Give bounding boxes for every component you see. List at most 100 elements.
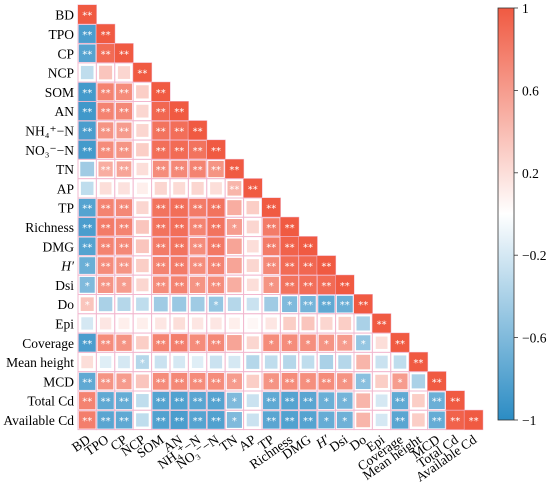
significance-mark: ** [101,262,111,273]
row-label: AP [57,181,74,196]
significance-mark: ** [82,397,92,408]
significance-mark: ** [193,377,203,388]
cell-value [301,316,315,331]
significance-mark: ** [174,242,184,253]
cell-value [427,371,446,391]
cell-value [170,140,188,159]
cell-value [152,121,170,140]
cell-value [299,391,317,410]
cell-value [190,296,205,312]
cell-value [135,239,149,254]
cell-value [246,220,259,234]
cell-value [152,373,169,390]
cell-value [355,373,371,390]
significance-mark: ** [119,146,129,157]
cell-value [99,182,112,195]
heatmap-cells: **** **** ** ****** ** ** **** ** ** ** **** ** ** **… [77,4,484,431]
cell-value [99,356,112,369]
colorbar-tick-label: 0.6 [522,83,539,98]
significance-mark: ** [101,165,111,176]
colorbar-ticks: 1 0.6 0.2 −0.2 −0.6 −1 [514,1,547,428]
cell-value [173,317,186,330]
row-label: SOM [45,85,74,100]
cell-value [136,162,149,176]
cell-value [246,374,260,388]
row-label: Dsi [55,278,74,293]
cell-value [356,316,370,331]
cell-value [189,391,206,410]
cell-value [336,411,353,429]
cell-value [171,372,188,390]
significance-mark: ** [432,397,442,408]
significance-mark: ** [395,416,405,427]
cell-value [152,237,170,256]
cell-value [207,237,225,256]
cell-value [428,411,445,429]
cell-value [412,394,425,408]
cell-value [136,278,149,292]
significance-mark: ** [469,416,479,427]
significance-mark: ** [432,377,442,388]
significance-mark: ** [82,107,92,118]
significance-mark: ** [211,416,221,427]
significance-mark: ** [211,204,221,215]
significance-mark: * [361,377,366,388]
cell-value [300,296,316,313]
cell-value [79,372,96,390]
cell-value [153,296,168,312]
significance-mark: * [287,300,292,311]
cell-value [263,257,280,274]
significance-mark: * [361,339,366,350]
significance-mark: ** [285,281,295,292]
significance-mark: ** [377,319,387,330]
significance-mark: ** [82,377,92,388]
significance-mark: * [342,397,347,408]
significance-mark: ** [174,146,184,157]
cell-value [97,102,114,120]
cell-value [263,334,280,352]
significance-mark: * [269,339,274,350]
significance-mark: ** [101,377,111,388]
significance-mark: ** [101,242,111,253]
colorbar-tick-label: −0.2 [522,248,547,263]
cell-value [152,198,170,217]
cell-value [283,316,296,331]
significance-mark: ** [119,397,129,408]
cell-value [135,355,149,369]
significance-mark: ** [82,49,92,60]
significance-mark: ** [285,223,295,234]
cell-value [81,317,94,330]
cell-value [319,355,334,370]
cell-value [97,392,114,410]
significance-mark: ** [119,242,129,253]
colorbar-tick-label: −0.6 [522,331,547,346]
significance-mark: ** [321,281,331,292]
cell-value [191,356,204,369]
significance-mark: ** [101,88,111,99]
significance-mark: ** [432,416,442,427]
cell-value [375,413,388,427]
cell-value [226,219,242,235]
significance-mark: ** [395,397,405,408]
cell-value [210,317,222,330]
cell-value [136,182,148,195]
row-label: TN [56,162,74,177]
cell-value [136,124,149,137]
significance-mark: ** [248,184,258,195]
cell-value [375,336,388,349]
cell-value [154,355,167,369]
cell-value [170,237,188,256]
significance-mark: ** [285,377,295,388]
cell-value [98,161,113,177]
significance-mark: ** [101,416,111,427]
cell-value [170,121,188,140]
significance-mark: * [195,281,200,292]
significance-mark: ** [156,262,166,273]
colorbar: 1 0.6 0.2 −0.2 −0.6 −1 [497,1,547,428]
cell-value [118,182,130,195]
cell-value [262,198,281,218]
cell-value [136,143,149,157]
column-label: TP [255,432,277,453]
significance-mark: ** [82,416,92,427]
